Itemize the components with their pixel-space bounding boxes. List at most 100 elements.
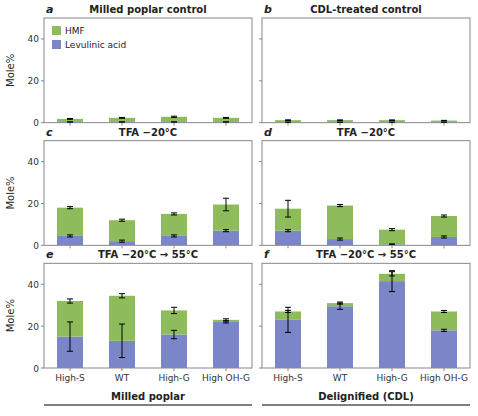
bar-segment <box>161 117 187 122</box>
error-bar <box>337 238 343 240</box>
x-tick <box>444 245 445 248</box>
x-tick <box>340 245 341 248</box>
error-bar <box>441 329 447 331</box>
panel: TFA −20°Cd <box>259 126 470 249</box>
error-cap <box>441 238 447 239</box>
plot-frame <box>262 263 470 368</box>
error-cap <box>223 229 229 230</box>
figure: Milled poplar controla02040Mole%HMFLevul… <box>0 0 478 416</box>
error-bar <box>337 122 343 123</box>
error-cap <box>67 351 73 352</box>
error-cap <box>67 118 73 119</box>
bar-segment <box>109 118 135 122</box>
x-tick <box>288 368 289 371</box>
error-cap <box>171 338 177 339</box>
error-cap <box>441 217 447 218</box>
error-cap <box>67 303 73 304</box>
error-cap <box>441 122 447 123</box>
error-bar <box>389 229 395 231</box>
error-bar <box>171 116 177 117</box>
x-tick <box>392 245 393 248</box>
error-bar <box>389 122 395 123</box>
error-cap <box>285 122 291 123</box>
y-tick-label: 0 <box>33 118 39 128</box>
error-cap <box>441 120 447 121</box>
error-line <box>226 198 227 211</box>
y-tick <box>41 38 44 39</box>
x-tick-label: High-S <box>273 373 303 383</box>
bar-segment <box>431 330 457 368</box>
error-cap <box>223 320 229 321</box>
y-tick-label: 20 <box>28 76 40 86</box>
error-bar <box>389 272 395 276</box>
x-tick-label: High OH-G <box>202 373 250 383</box>
error-cap <box>223 210 229 211</box>
legend-swatch <box>52 40 61 49</box>
error-cap <box>119 122 125 123</box>
error-cap <box>285 119 291 120</box>
bar-segment <box>161 335 187 368</box>
error-line <box>122 324 123 357</box>
x-tick <box>444 123 445 126</box>
x-tick-label: WT <box>115 373 130 383</box>
error-cap <box>441 214 447 215</box>
panel: TFA −20°C → 55°Ce02040High-SWTHigh-GHigh… <box>5 248 252 405</box>
y-tick <box>41 284 44 285</box>
bar-segment <box>431 121 457 123</box>
error-bar <box>67 299 73 303</box>
error-cap <box>119 121 125 122</box>
error-cap <box>119 221 125 222</box>
error-cap <box>285 122 291 123</box>
legend-label: HMF <box>65 26 85 36</box>
y-tick <box>41 326 44 327</box>
error-cap <box>337 119 343 120</box>
x-tick <box>444 368 445 371</box>
group-underline <box>44 405 252 406</box>
error-cap <box>285 332 291 333</box>
error-line <box>288 200 289 217</box>
x-axis-label: Milled poplar <box>111 391 185 402</box>
bar-segment <box>431 311 457 330</box>
error-cap <box>285 231 291 232</box>
error-cap <box>285 307 291 308</box>
error-cap <box>285 200 291 201</box>
error-bar <box>441 236 447 238</box>
x-tick <box>70 123 71 126</box>
error-cap <box>441 120 447 121</box>
error-bar <box>171 330 177 338</box>
error-line <box>70 322 71 351</box>
error-cap <box>223 320 229 321</box>
bar-segment <box>431 237 457 245</box>
error-cap <box>389 291 395 292</box>
error-bar <box>441 215 447 217</box>
error-bar <box>119 324 125 357</box>
panel-title: TFA −20°C <box>119 127 177 138</box>
bar-segment <box>327 306 353 368</box>
error-cap <box>119 240 125 241</box>
error-bar <box>67 322 73 351</box>
error-bar <box>223 319 229 321</box>
x-tick <box>392 123 393 126</box>
error-bar <box>171 235 177 237</box>
error-cap <box>389 228 395 229</box>
error-line <box>392 272 393 276</box>
panel-label: b <box>264 3 272 16</box>
error-cap <box>389 119 395 120</box>
bar-segment <box>275 231 301 246</box>
error-line <box>288 307 289 332</box>
y-tick-label: 20 <box>28 199 40 209</box>
error-cap <box>67 298 73 299</box>
y-tick <box>41 245 44 246</box>
plot-frame <box>262 18 470 123</box>
panel-label: e <box>46 248 54 261</box>
error-bar <box>119 117 125 119</box>
error-cap <box>337 122 343 123</box>
error-cap <box>441 122 447 123</box>
error-bar <box>223 117 229 119</box>
error-cap <box>337 309 343 310</box>
x-tick-label: High OH-G <box>420 373 468 383</box>
bar-segment <box>275 120 301 122</box>
error-cap <box>337 206 343 207</box>
error-cap <box>389 120 395 121</box>
bar-segment <box>431 216 457 237</box>
